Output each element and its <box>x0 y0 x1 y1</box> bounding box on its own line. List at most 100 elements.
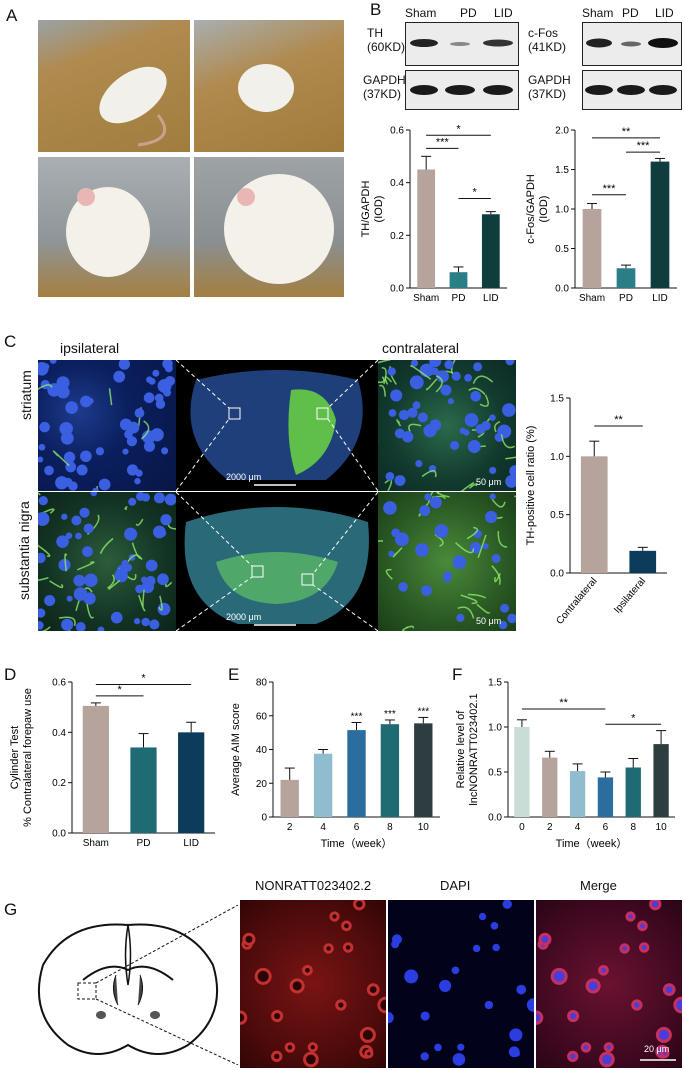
bar <box>514 727 530 817</box>
x-tick-label: LID <box>652 293 668 304</box>
sig-label: *** <box>384 709 396 720</box>
y-tick-label: 40 <box>256 745 268 756</box>
y-axis-label: lncNONRATT023402.1 <box>468 693 480 805</box>
micro-ipsi-sn <box>38 492 176 631</box>
sig-label: * <box>473 186 478 198</box>
bar <box>625 767 641 817</box>
micro-g-merge: 20 μm <box>536 900 682 1068</box>
y-tick-label: 0.5 <box>488 768 502 779</box>
x-tick-label: 0 <box>519 822 525 833</box>
chart-cfos-gapdh: 0.0 0.5 1.0 1.5 2.0 Sham PD LID c-Fos/GAPDH (IOD)… <box>525 126 677 304</box>
wb-gapdh-label-left: GAPDH (37KD) <box>363 73 406 101</box>
bar <box>616 268 636 288</box>
y-axis-label: % Contralateral forepaw use <box>22 688 34 827</box>
y-tick-label: 1.0 <box>550 452 564 463</box>
panel-label-f: F <box>452 665 463 684</box>
y-tick-label: 0.0 <box>488 813 502 824</box>
x-tick-label: 4 <box>575 822 581 833</box>
g-col-nonratt: NONRATT023402.2 <box>255 878 372 893</box>
y-tick-label: 1.5 <box>555 165 569 176</box>
ipsilateral-label: ipsilateral <box>60 340 120 356</box>
panel-label-g: G <box>4 900 18 919</box>
scale-bar-overview-2: 2000 μm <box>226 612 262 622</box>
x-tick-label: Sham <box>579 293 605 304</box>
wb-gapdh-label-right: GAPDH (37KD) <box>528 73 571 101</box>
sig-label: * <box>456 123 461 135</box>
bar <box>569 771 586 817</box>
bar <box>280 779 299 817</box>
y-tick-label: 0.5 <box>555 244 569 255</box>
sig-label: *** <box>637 140 651 152</box>
lane-pd-right: PD <box>622 6 639 20</box>
bar <box>380 724 400 817</box>
y-axis-label: Average AIM score <box>230 703 242 796</box>
y-tick-label: 0.4 <box>390 178 404 189</box>
wb-gapdh-blot-left <box>405 70 519 110</box>
panel-label-d: D <box>4 665 17 684</box>
y-tick-label: 0.5 <box>550 510 564 521</box>
micro-g-dapi <box>388 900 534 1068</box>
sig-label: * <box>631 712 636 724</box>
y-axis-label: Cylinder Test <box>9 726 21 789</box>
rat-photo-1 <box>38 20 190 152</box>
x-tick-label: 2 <box>287 822 293 833</box>
bar <box>580 456 608 573</box>
y-tick-label: 80 <box>256 678 268 689</box>
rat-photo-4 <box>194 157 344 297</box>
y-tick-label: 0.2 <box>52 778 66 789</box>
y-tick-label: 20 <box>256 779 268 790</box>
y-tick-label: 0.0 <box>550 569 564 580</box>
g-scale-bar: 20 μm <box>644 1044 670 1054</box>
y-tick-label: 0.6 <box>390 126 404 137</box>
y-tick-label: 0.2 <box>390 231 404 242</box>
y-tick-label: 0.0 <box>390 284 404 295</box>
x-tick-label: 2 <box>547 822 553 833</box>
y-tick-label: 0 <box>261 813 267 824</box>
y-tick-label: 2.0 <box>555 126 569 137</box>
bar <box>130 747 157 833</box>
rat-photo-3 <box>38 157 190 297</box>
y-axis-label: (IOD) <box>373 196 385 223</box>
wb-cfos-blot <box>582 22 682 66</box>
sig-label: *** <box>436 136 450 148</box>
bar <box>653 744 669 817</box>
y-tick-label: 0.0 <box>555 284 569 295</box>
lane-sham-right: Sham <box>582 6 614 20</box>
scale-bar-contra-2: 50 μm <box>476 616 502 626</box>
x-tick-label: PD <box>619 293 633 304</box>
x-tick-label: 6 <box>603 822 609 833</box>
brain-section-diagram <box>37 905 239 1065</box>
lane-lid-right: LID <box>655 6 674 20</box>
contralateral-label: contralateral <box>382 340 460 356</box>
sig-label: *** <box>351 712 363 723</box>
sig-label: *** <box>603 183 617 195</box>
scale-bar-contra-1: 50 μm <box>476 477 502 487</box>
bar <box>414 723 433 817</box>
micro-sn-overview: 2000 μm <box>176 492 378 631</box>
rat-photo-2 <box>194 20 344 152</box>
x-axis-label: Time（week） <box>321 837 393 850</box>
y-tick-label: 0.0 <box>52 829 66 840</box>
x-tick-label: Sham <box>83 838 109 849</box>
y-axis-label: c-Fos/GAPDH <box>525 174 537 244</box>
sig-label: ** <box>614 414 623 426</box>
g-col-merge: Merge <box>580 878 617 893</box>
x-tick-label: 8 <box>387 822 393 833</box>
lane-sham-left: Sham <box>405 6 437 20</box>
scale-bar-overview-1: 2000 μm <box>226 472 262 482</box>
bar <box>629 550 657 573</box>
bar <box>582 209 602 288</box>
wb-cfos-label: c-Fos (41KD) <box>528 26 567 54</box>
y-tick-label: 0.4 <box>52 728 66 739</box>
y-axis-label: TH-positive cell ratio (%) <box>525 426 537 546</box>
x-tick-label: 6 <box>354 822 360 833</box>
wb-gapdh-blot-right <box>582 70 682 110</box>
x-tick-label: Ipsilateral <box>612 576 648 616</box>
x-tick-label: 10 <box>418 822 430 833</box>
bar <box>82 705 109 833</box>
panel-label-a: A <box>6 6 18 25</box>
wb-th-blot <box>405 22 519 66</box>
sig-label: *** <box>417 706 429 717</box>
y-tick-label: 1.5 <box>488 678 502 689</box>
